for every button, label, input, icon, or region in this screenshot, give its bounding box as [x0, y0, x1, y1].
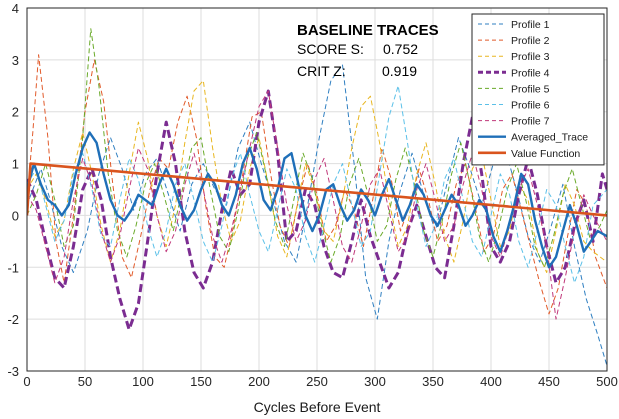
series-value-function [27, 162, 607, 217]
legend-label: Averaged_Trace [511, 132, 588, 144]
series-profile-4 [27, 89, 607, 331]
y-tick-label: 3 [12, 53, 19, 68]
y-tick-label: 0 [12, 208, 19, 223]
score-value: 0.752 [383, 41, 418, 57]
x-tick-label: 400 [480, 374, 502, 389]
crit-label: CRIT Z: [297, 63, 346, 79]
x-tick-label: 150 [190, 374, 212, 389]
plot-frame [26, 7, 608, 372]
legend-label: Value Function [511, 148, 580, 160]
series-profile-6 [27, 85, 607, 284]
x-tick-label: 500 [596, 374, 618, 389]
x-tick-label: 350 [422, 374, 444, 389]
series-layer [27, 28, 607, 366]
y-tick-label: -3 [7, 364, 19, 379]
legend-label: Profile 2 [511, 35, 550, 47]
y-tick-label: -1 [7, 260, 19, 275]
score-label: SCORE S: [297, 41, 364, 57]
x-tick-label: 450 [538, 374, 560, 389]
x-tick-label: 250 [306, 374, 328, 389]
x-tick-label: 50 [78, 374, 92, 389]
series-averaged-trace [27, 131, 607, 269]
x-tick-label: 300 [364, 374, 386, 389]
legend-label: Profile 1 [511, 19, 550, 31]
annotation-title: BASELINE TRACES [297, 22, 439, 39]
legend-label: Profile 6 [511, 100, 550, 112]
legend-label: Profile 4 [511, 67, 550, 79]
legend-label: Profile 7 [511, 116, 550, 128]
tick-labels: 0 50 100 150 200 250 300 350 400 450 500 -3 -2 -1 0 1 2 3… [7, 1, 617, 389]
y-tick-label: 2 [12, 105, 19, 120]
y-tick-label: 1 [12, 157, 19, 172]
legend-label: Profile 3 [511, 51, 550, 63]
x-tick-label: 0 [23, 374, 30, 389]
annotation-box: BASELINE TRACES SCORE S: 0.752 CRIT Z: 0… [297, 22, 439, 79]
x-axis-label: Cycles Before Event [254, 399, 381, 415]
legend: Profile 1 Profile 2 Profile 3 Profile 4 Prof… [471, 13, 605, 166]
x-tick-label: 200 [248, 374, 270, 389]
series-profile-5 [27, 28, 607, 268]
x-tick-label: 100 [132, 374, 154, 389]
y-tick-label: -2 [7, 312, 19, 327]
legend-box [471, 13, 605, 166]
crit-value: 0.919 [382, 63, 417, 79]
legend-label: Profile 5 [511, 83, 550, 95]
series-profile-1 [27, 64, 607, 366]
series-profile-2 [27, 54, 607, 315]
y-tick-label: 4 [12, 1, 19, 16]
